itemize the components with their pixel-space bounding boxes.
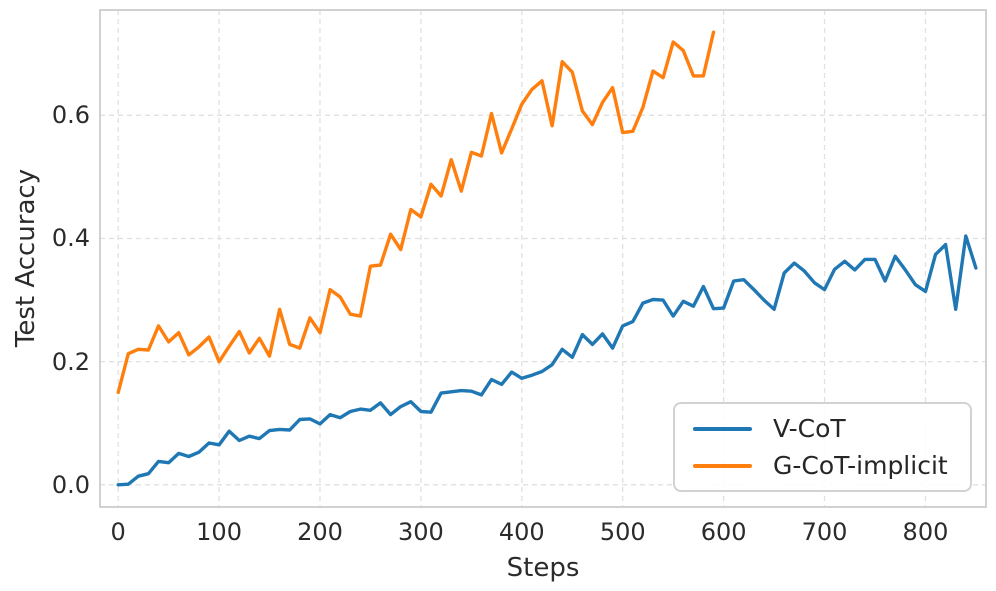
x-tick-label-0: 0 xyxy=(110,518,126,546)
g-cot-implicit-line xyxy=(116,30,716,395)
legend-item-v-cot: V-CoT xyxy=(675,414,970,444)
x-axis-label: Steps xyxy=(506,553,580,583)
x-tick-label-700: 700 xyxy=(801,518,848,546)
x-tick-label-400: 400 xyxy=(498,518,545,546)
y-axis-label: Test Accuracy xyxy=(11,168,41,348)
legend-label-v-cot: V-CoT xyxy=(773,413,846,443)
x-tick-label-200: 200 xyxy=(297,518,343,546)
y-tick-label-0.2: 0.2 xyxy=(51,347,90,376)
x-tick-label-100: 100 xyxy=(196,518,242,546)
legend-item-g-cot-implicit: G-CoT-implicit xyxy=(675,451,970,481)
legend-label-g-cot-implicit: G-CoT-implicit xyxy=(773,450,948,480)
x-tick-label-500: 500 xyxy=(599,518,646,546)
plot-spines xyxy=(99,9,987,508)
x-tick-label-600: 600 xyxy=(700,518,747,546)
y-tick-label-0.4: 0.4 xyxy=(51,224,90,253)
v-cot-line-swatch xyxy=(693,426,752,431)
x-tick-label-800: 800 xyxy=(902,518,949,546)
x-tick-label-300: 300 xyxy=(397,518,444,546)
g-cot-implicit-line-swatch xyxy=(693,463,752,468)
y-tick-label-0.6: 0.6 xyxy=(51,101,90,130)
legend: V-CoT G-CoT-implicit xyxy=(673,402,972,492)
v-cot-line xyxy=(116,234,978,487)
y-tick-label-0.0: 0.0 xyxy=(51,470,90,499)
